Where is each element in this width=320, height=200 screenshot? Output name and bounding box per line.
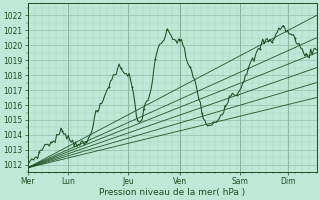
X-axis label: Pression niveau de la mer( hPa ): Pression niveau de la mer( hPa ) — [99, 188, 245, 197]
